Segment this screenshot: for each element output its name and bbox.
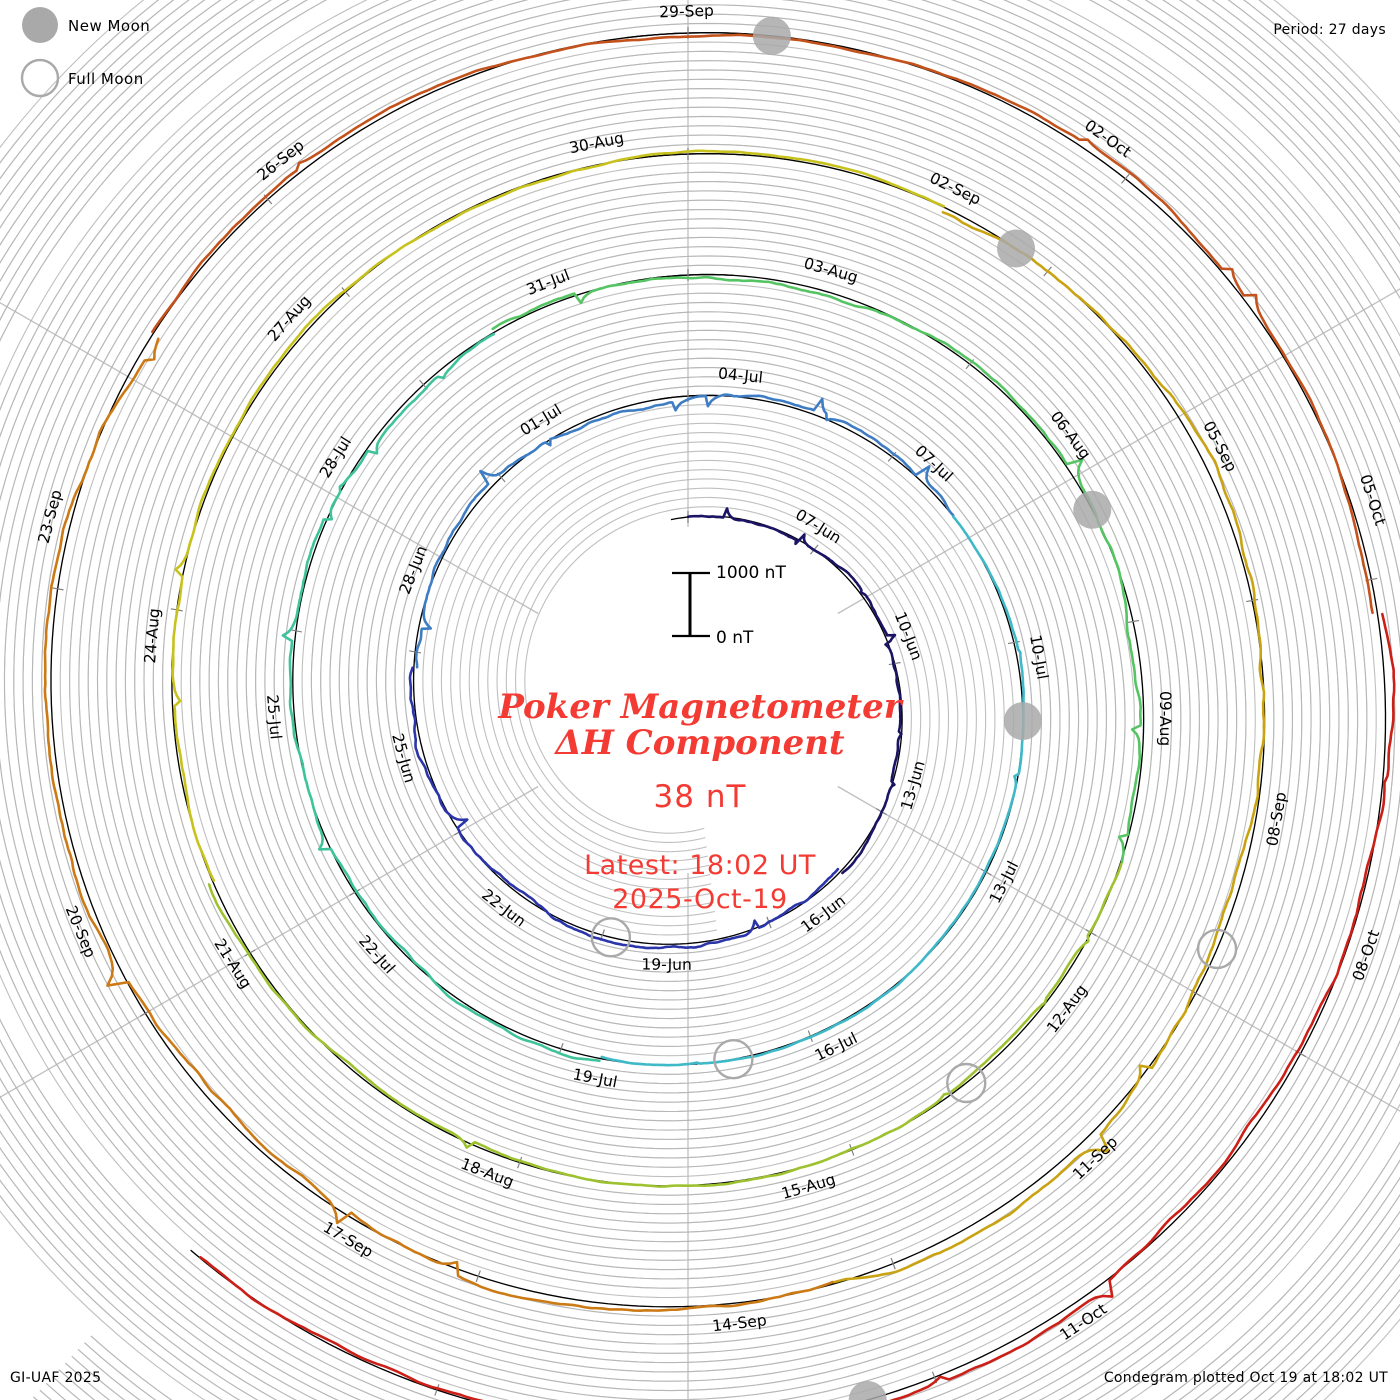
date-label: 28-Jun [396,543,431,596]
date-label: 10-Jun [891,609,926,663]
legend-full-moon-label: Full Moon [68,70,144,88]
title-line-2: ΔH Component [555,722,845,763]
open-circle-icon [20,58,60,98]
date-label: 05-Oct [1356,472,1389,528]
credit-label: GI-UAF 2025 [10,1370,102,1386]
full-moon-marker [713,1039,754,1080]
full-moon-marker [946,1062,987,1104]
date-label: 29-Sep [659,2,714,22]
date-label: 01-Jul [517,401,565,440]
new-moon-marker [1003,702,1042,741]
full-moon-marker [590,917,632,958]
date-label: 24-Aug [141,607,164,664]
scale-max-label: 1000 nT [716,563,786,583]
date-label: 19-Jul [571,1065,618,1091]
period-label: Period: 27 days [1273,22,1386,38]
plotted-timestamp: Condegram plotted Oct 19 at 18:02 UT [1103,1370,1388,1386]
legend-new-moon-label: New Moon [68,17,151,35]
current-value: 38 nT [653,779,747,815]
date-label: 10-Jul [1026,633,1052,680]
date-label: 19-Jun [641,955,692,973]
date-label: 28-Jul [316,433,355,481]
date-label: 31-Jul [524,266,572,299]
new-moon-marker [752,16,791,55]
scale-bar [672,571,710,638]
new-moon-marker [1073,490,1112,529]
latest-date: 2025-Oct-19 [612,884,788,915]
date-label: 03-Aug [802,254,860,286]
filled-circle-icon [22,7,58,43]
date-label: 04-Jul [717,364,763,386]
date-label: 09-Aug [1156,691,1174,746]
date-label: 30-Aug [568,129,626,157]
latest-time: Latest: 18:02 UT [584,850,816,881]
title-line-1: Poker Magnetometer [498,687,902,727]
date-label: 02-Oct [1081,116,1134,161]
moon-phase-markers [590,16,1238,1400]
magnetometer-traces [43,33,1396,1400]
new-moon-marker [997,229,1036,268]
page-title: Poker Magnetometer ΔH Component [0,687,1400,763]
date-label: 18-Aug [458,1155,516,1191]
scale-min-label: 0 nT [716,628,754,648]
date-label: 11-Oct [1057,1300,1111,1344]
date-label: 21-Aug [210,936,255,992]
new-moon-marker [848,1380,887,1400]
date-label: 25-Jul [263,694,285,740]
full-moon-marker [1196,928,1238,970]
date-label: 14-Sep [711,1311,767,1335]
